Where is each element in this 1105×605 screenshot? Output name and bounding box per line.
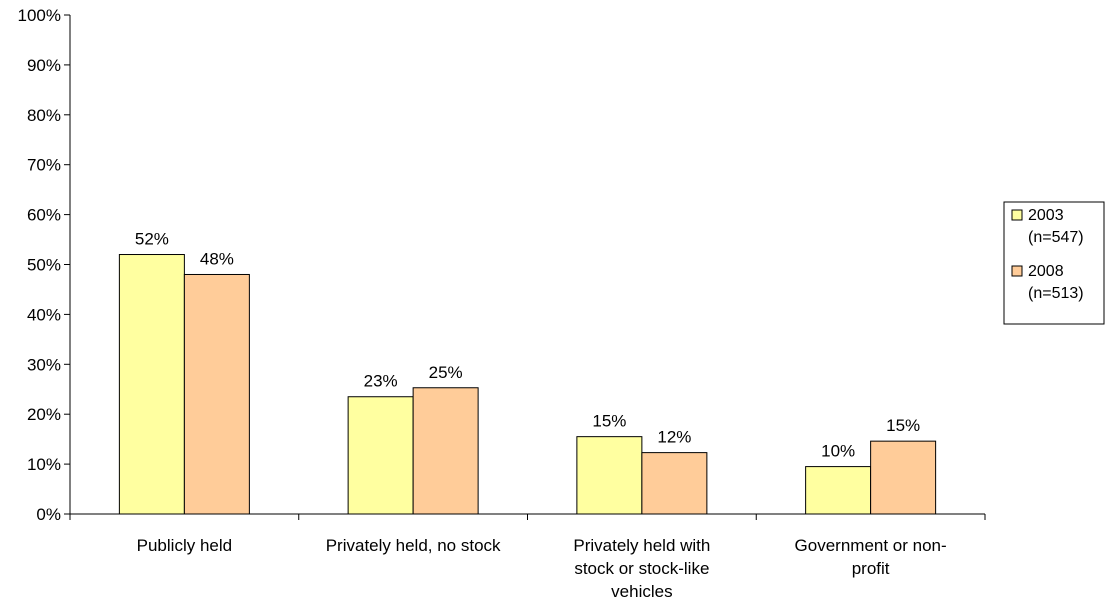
legend-label: 2003 (n=547) (1028, 207, 1084, 246)
legend-box (1003, 201, 1105, 325)
y-tick-label: 10% (27, 455, 61, 474)
legend: 2003 (n=547) 2008 (n=513) (1003, 201, 1105, 325)
data-label: 25% (429, 363, 463, 382)
y-tick-label: 90% (27, 56, 61, 75)
bars (118, 254, 937, 515)
y-tick-label: 70% (27, 156, 61, 175)
bar-2008-1 (412, 387, 479, 515)
legend-swatch (1011, 265, 1023, 277)
legend-label: 2008 (n=513) (1028, 263, 1084, 302)
y-axis: 0% 10% 20% 30% 40% 50% 60% 70% 80% 90% 100% (18, 6, 71, 524)
x-category-label: Privately held, no stock (326, 536, 501, 555)
bar-2003-2 (576, 436, 643, 515)
bar-2003-3 (805, 466, 872, 515)
data-label: 15% (592, 412, 626, 431)
x-category-label: Government or non-profit (795, 536, 947, 578)
x-axis: Publicly held Privately held, no stock Pri… (69, 513, 986, 601)
y-tick-label: 0% (36, 505, 61, 524)
data-label: 48% (200, 249, 234, 268)
data-label: 52% (135, 230, 169, 249)
data-label: 12% (657, 428, 691, 447)
y-tick-label: 30% (27, 355, 61, 374)
bar-2008-2 (641, 452, 708, 515)
y-tick-label: 50% (27, 256, 61, 275)
y-tick-label: 80% (27, 106, 61, 125)
bar-2008-3 (870, 440, 937, 515)
data-labels: 52% 23% 15% 10% 48% 25% 12% 15% (135, 230, 920, 461)
data-label: 10% (821, 442, 855, 461)
y-tick-label: 100% (18, 6, 61, 25)
y-tick-label: 60% (27, 206, 61, 225)
data-label: 15% (886, 416, 920, 435)
x-category-label: Privately held with stock or stock-like ve… (573, 536, 710, 601)
x-category-label: Publicly held (137, 536, 232, 555)
y-tick-label: 40% (27, 305, 61, 324)
bar-2003-1 (347, 396, 414, 515)
y-tick-label: 20% (27, 405, 61, 424)
legend-swatch (1011, 209, 1023, 221)
data-label: 23% (364, 372, 398, 391)
bar-2003-0 (118, 254, 185, 515)
bar-2008-0 (183, 273, 250, 515)
